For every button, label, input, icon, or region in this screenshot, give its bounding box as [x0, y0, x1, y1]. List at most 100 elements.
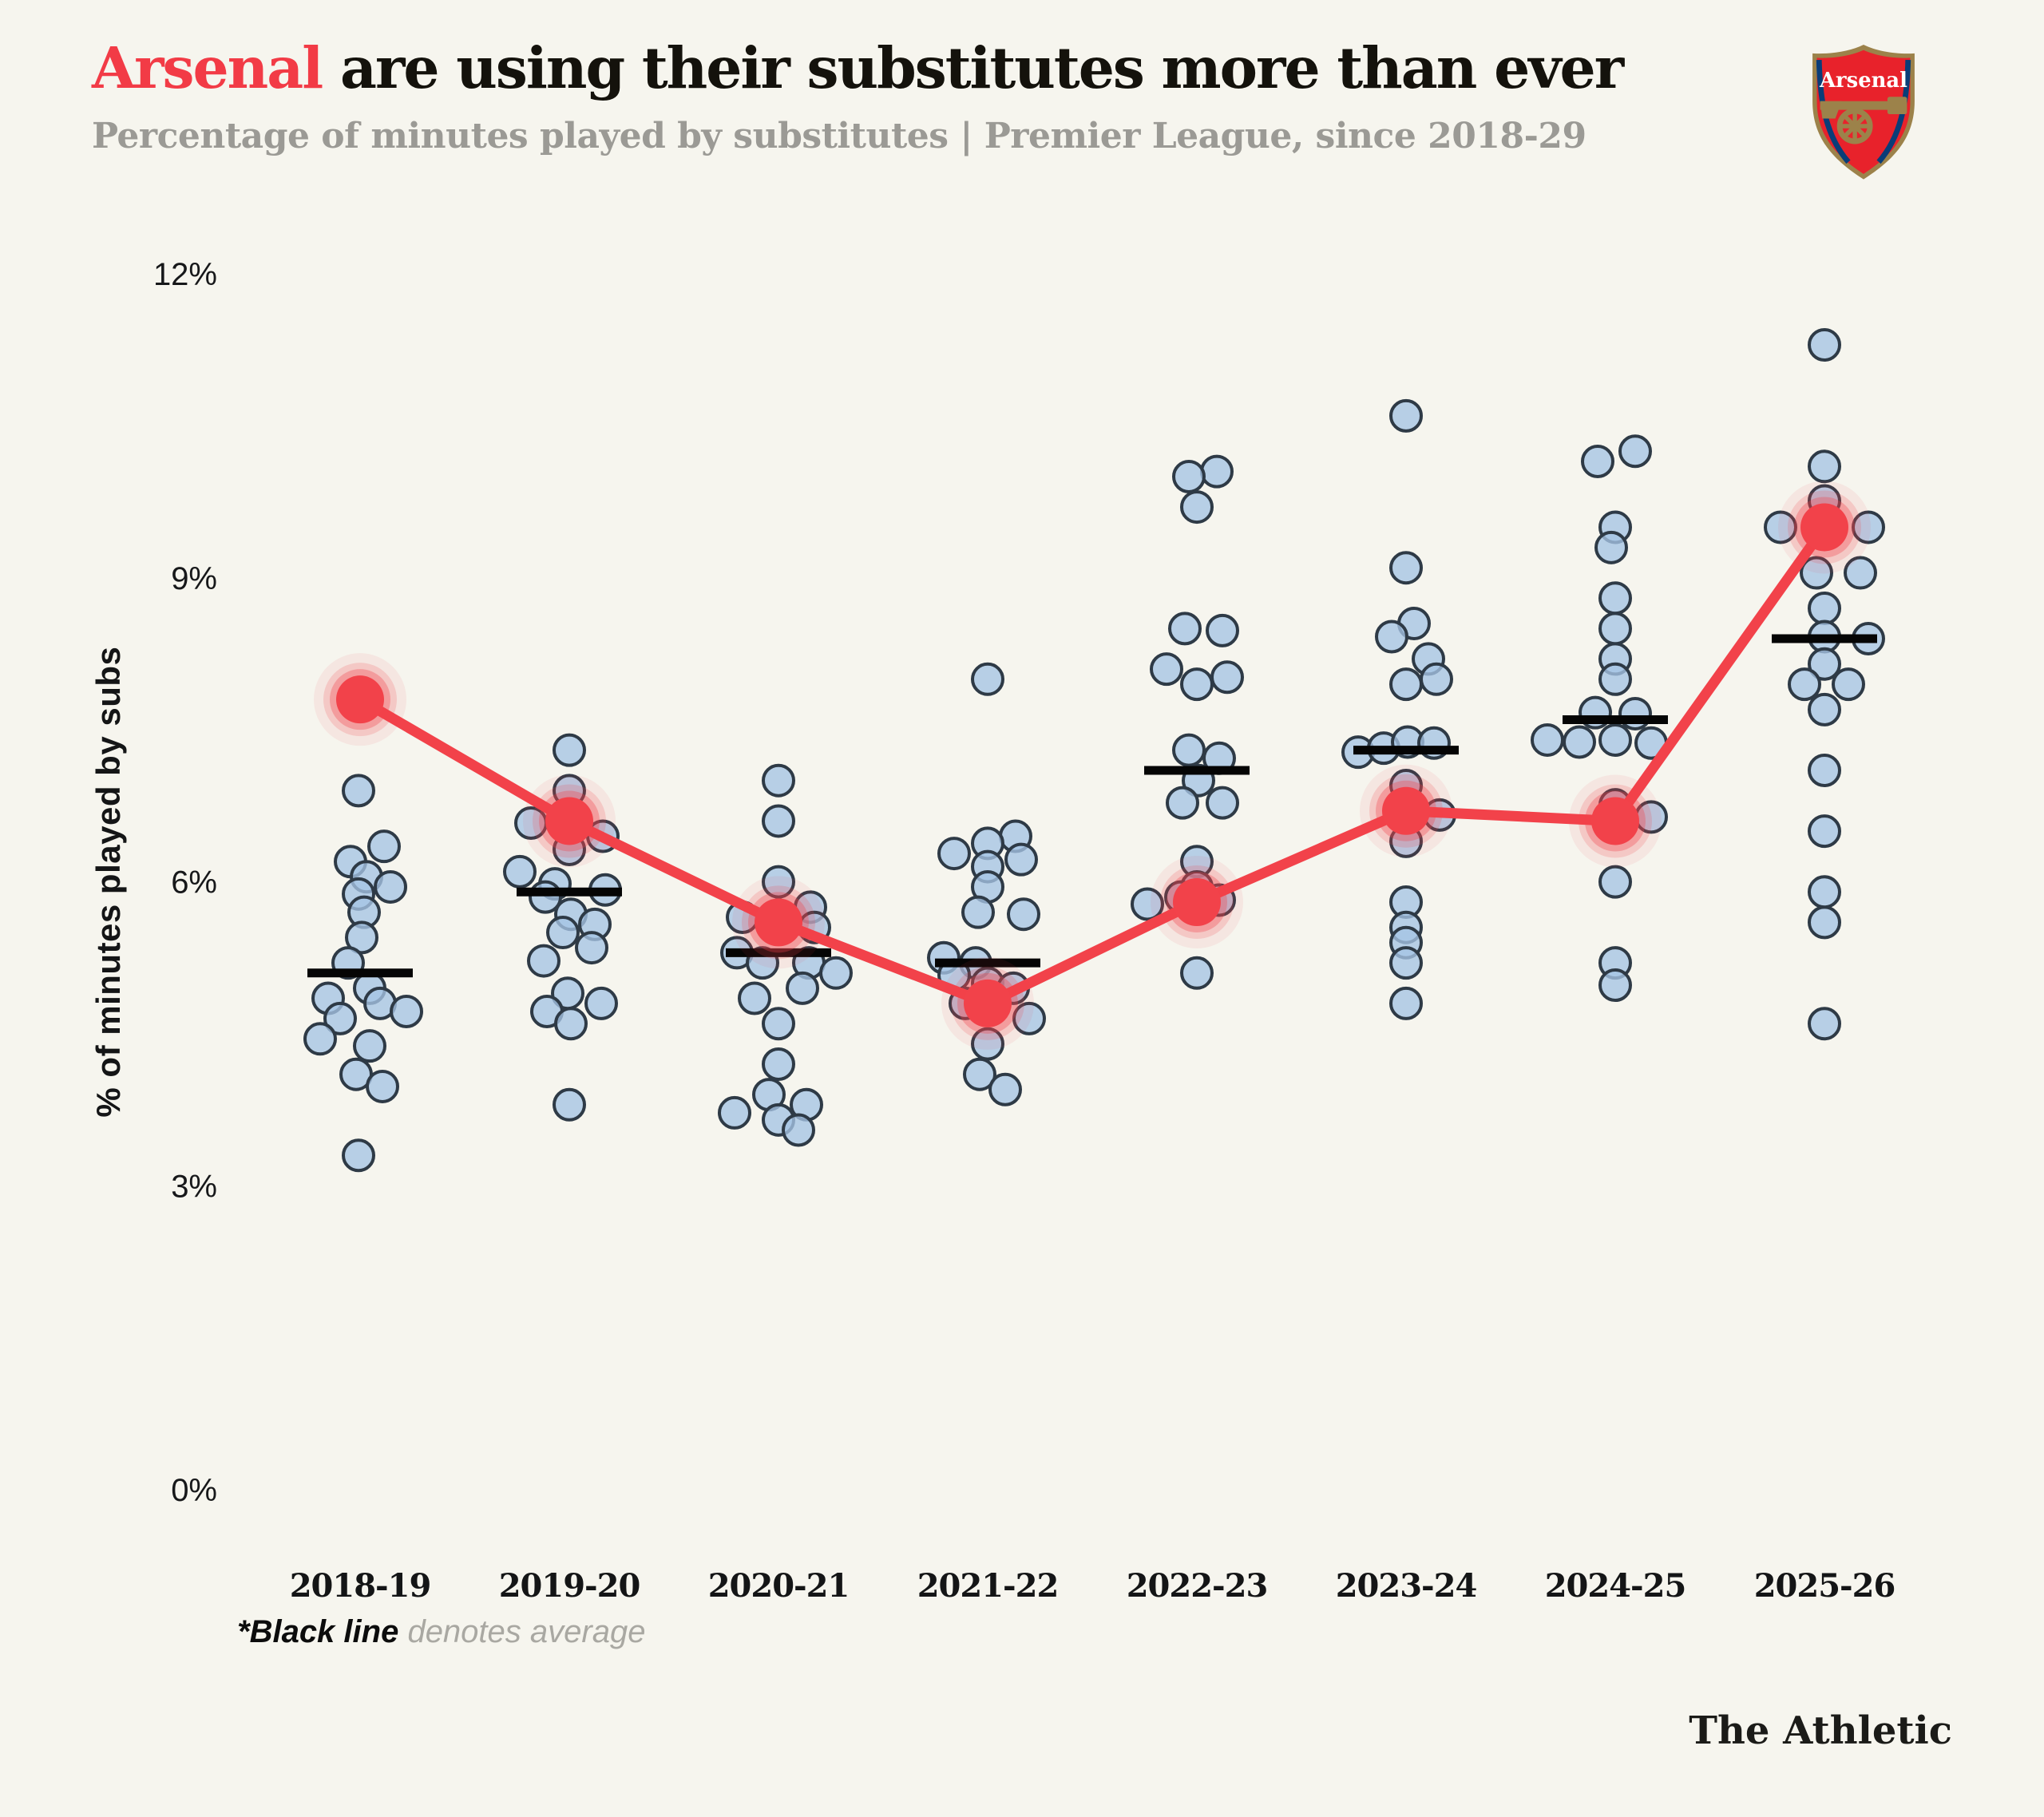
- team-dot: [1206, 613, 1239, 647]
- y-tick-label: 9%: [171, 561, 217, 596]
- team-dot: [374, 869, 407, 904]
- team-dot: [345, 920, 378, 955]
- swarm-2018-19: [303, 774, 423, 1173]
- team-dot: [762, 1047, 795, 1082]
- arsenal-dot: [1778, 481, 1871, 574]
- crest-wordmark: Arsenal: [1819, 69, 1907, 93]
- team-dot: [503, 854, 537, 889]
- team-dot: [575, 931, 608, 965]
- swarm-2024-25: [1531, 434, 1668, 1003]
- team-dot: [342, 774, 375, 808]
- team-dot: [782, 1113, 815, 1147]
- season-label: 2023-24: [1336, 1567, 1477, 1605]
- team-dot: [1808, 449, 1841, 484]
- team-dot: [1563, 725, 1596, 759]
- arsenal-dot: [1569, 774, 1662, 868]
- team-dot: [1200, 454, 1234, 489]
- team-dot: [1375, 620, 1408, 654]
- team-dot: [1808, 1007, 1841, 1041]
- team-dot: [1808, 814, 1841, 849]
- team-dot: [963, 1057, 996, 1091]
- team-dot: [553, 733, 586, 767]
- y-tick-label: 6%: [171, 865, 217, 901]
- team-dot: [553, 1087, 586, 1122]
- season-label: 2018-19: [290, 1567, 431, 1605]
- team-dot: [1598, 968, 1632, 1003]
- y-tick-label: 0%: [171, 1473, 217, 1508]
- team-dot: [1598, 662, 1632, 696]
- team-dot: [971, 1027, 1004, 1061]
- team-dot: [988, 1072, 1022, 1106]
- arsenal-dot: [523, 774, 616, 868]
- team-dot: [1168, 612, 1202, 646]
- team-dot: [1420, 662, 1453, 696]
- arsenal-dot: [314, 653, 406, 746]
- team-dot: [1808, 692, 1841, 726]
- team-dot: [1618, 696, 1652, 730]
- team-dot: [1788, 667, 1821, 702]
- team-dot: [323, 1001, 357, 1035]
- team-dot: [1150, 652, 1183, 687]
- team-dot: [1808, 328, 1841, 362]
- swarm-2020-21: [718, 763, 853, 1147]
- arsenal-crest-logo: Arsenal: [1812, 45, 1915, 180]
- team-dot: [1598, 722, 1632, 757]
- season-label: 2019-20: [499, 1567, 640, 1605]
- team-dot: [1172, 733, 1206, 767]
- team-dot: [1131, 887, 1164, 921]
- season-label: 2024-25: [1545, 1567, 1686, 1605]
- team-dot: [1012, 1001, 1046, 1035]
- team-dot: [584, 986, 618, 1020]
- team-dot: [1007, 897, 1040, 932]
- team-dot: [1618, 434, 1652, 469]
- team-dot: [1598, 865, 1632, 899]
- arsenal-line: [355, 521, 1830, 1009]
- team-dot: [1598, 612, 1632, 646]
- team-dot: [762, 1007, 795, 1041]
- swarm-2023-24: [1341, 398, 1456, 1020]
- team-dot: [1531, 722, 1564, 757]
- team-dot: [762, 865, 795, 899]
- arsenal-dot: [941, 956, 1034, 1050]
- team-dot: [1800, 556, 1833, 590]
- team-dot: [1808, 647, 1841, 681]
- team-dot: [961, 895, 995, 929]
- chart-subtitle: Percentage of minutes played by substitu…: [92, 115, 1586, 156]
- team-dot: [1808, 591, 1841, 625]
- chart-header: Arsenal are using their substitutes more…: [92, 38, 1624, 156]
- team-dot: [1206, 786, 1239, 820]
- team-dot: [1852, 510, 1885, 544]
- team-dot: [1389, 986, 1423, 1020]
- team-dot: [1166, 786, 1199, 820]
- team-dot: [1764, 510, 1797, 544]
- crest-navy-right: [1876, 59, 1911, 164]
- team-dot: [367, 829, 401, 864]
- team-dot: [1389, 667, 1423, 702]
- team-dot: [819, 956, 853, 990]
- team-dot: [303, 1022, 337, 1056]
- arsenal-dot: [732, 876, 825, 969]
- team-dot: [762, 763, 795, 798]
- page-title: Arsenal are using their substitutes more…: [92, 38, 1624, 98]
- team-dot: [1004, 842, 1038, 877]
- crest-cannon: [1820, 97, 1907, 144]
- swarm-2021-22: [927, 662, 1046, 1106]
- arsenal-dot: [1151, 855, 1243, 948]
- season-label: 2020-21: [708, 1567, 850, 1605]
- team-dot: [554, 1007, 588, 1041]
- team-dot: [1594, 530, 1628, 564]
- team-dot: [738, 981, 771, 1015]
- team-dot: [366, 1069, 399, 1103]
- team-dot: [1389, 398, 1423, 433]
- team-dot: [1180, 667, 1214, 702]
- team-dot: [1180, 956, 1214, 990]
- y-axis-title: % of minutes played by subs: [89, 647, 127, 1118]
- title-rest: are using their substitutes more than ev…: [322, 34, 1624, 101]
- publisher-wordmark: The Athletic: [1689, 1708, 1952, 1753]
- y-tick-label: 3%: [171, 1169, 217, 1204]
- team-dot: [1808, 905, 1841, 940]
- team-dot: [1844, 556, 1877, 590]
- title-team-name: Arsenal: [92, 34, 323, 101]
- swarm-2019-20: [503, 733, 622, 1122]
- swarm-2025-26: [1764, 328, 1885, 1041]
